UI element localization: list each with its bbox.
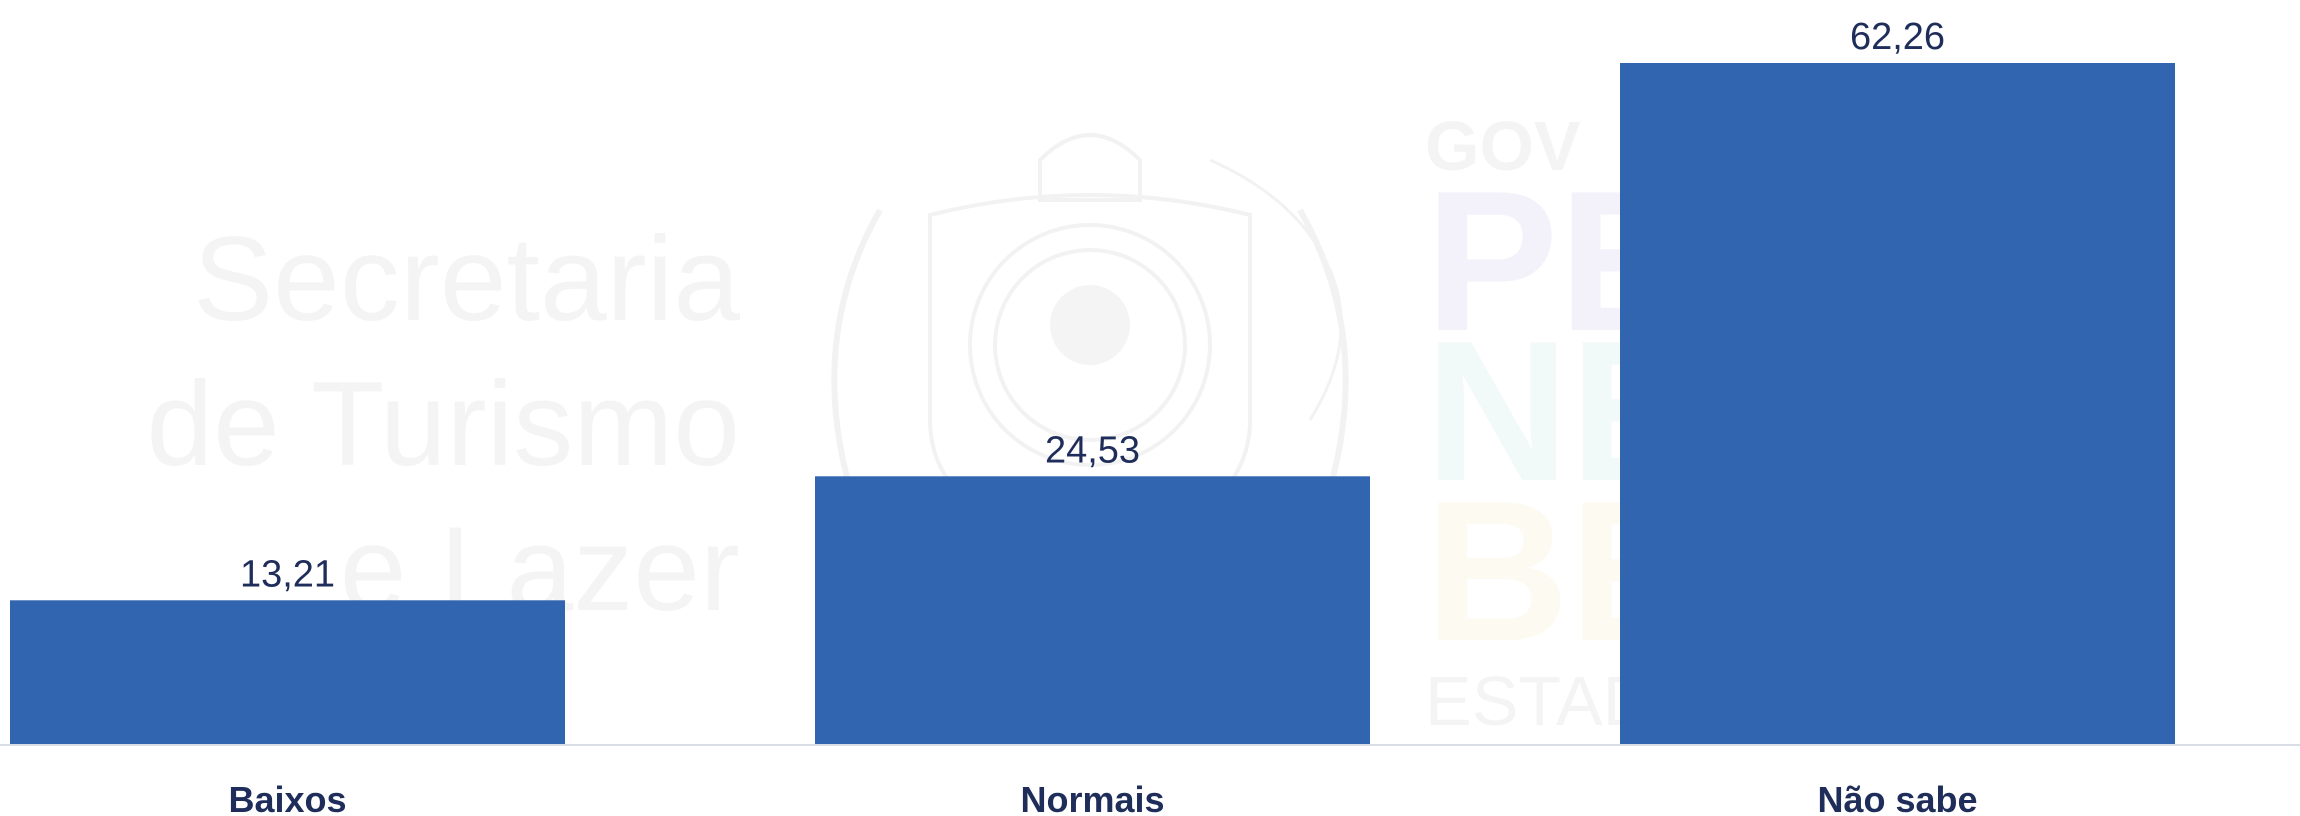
value-label-n-o-sabe: 62,26	[1850, 16, 1945, 58]
brand-fragment-gov: GOV	[1425, 107, 1581, 185]
bar-baixos	[10, 600, 565, 745]
coat-of-arms-logo	[831, 133, 1349, 558]
bar-normais	[815, 476, 1370, 745]
value-labels: 13,21 24,53 62,26	[240, 16, 1945, 595]
value-label-baixos: 13,21	[240, 553, 335, 595]
brand-fragment-estad: ESTAD	[1425, 662, 1653, 740]
watermark-line-2: de Turismo	[146, 357, 740, 491]
watermark-line-1: Secretaria	[193, 212, 740, 346]
bar-series	[10, 63, 2175, 745]
category-label-baixos: Baixos	[228, 779, 346, 816]
category-labels: Baixos Normais Não sabe	[228, 779, 1977, 816]
value-label-normais: 24,53	[1045, 429, 1140, 471]
category-label-normais: Normais	[1020, 779, 1164, 816]
bar-n-o-sabe	[1620, 63, 2175, 745]
category-label-n-o-sabe: Não sabe	[1817, 779, 1977, 816]
